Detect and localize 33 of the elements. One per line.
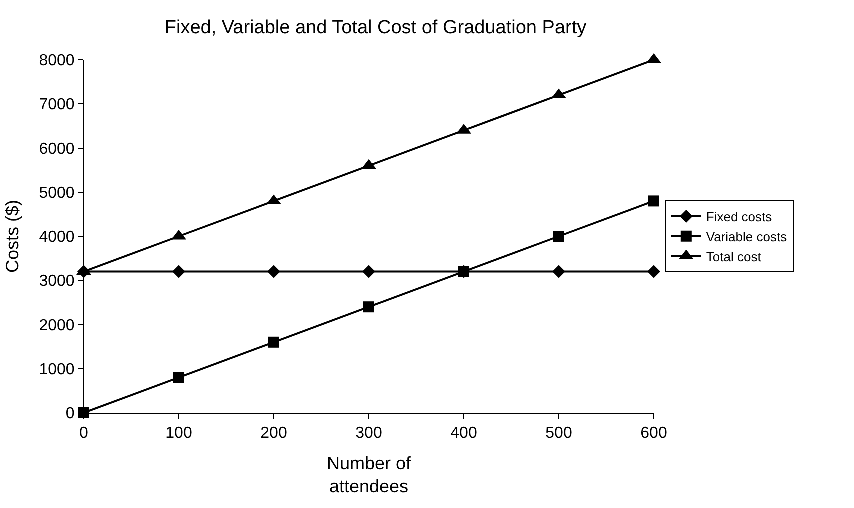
- y-tick-label: 8000: [39, 52, 75, 70]
- y-tick-label: 6000: [39, 140, 75, 158]
- point: [362, 265, 376, 278]
- y-tick-label: 2000: [39, 317, 75, 334]
- y-tick-label: 3000: [39, 273, 75, 290]
- point: [364, 302, 374, 313]
- point: [458, 266, 470, 278]
- point: [172, 265, 186, 278]
- legend-label: Variable costs: [706, 229, 788, 244]
- x-tick-label: 0: [80, 425, 89, 442]
- point: [268, 336, 280, 348]
- y-tick-label: 0: [66, 406, 75, 423]
- x-tick-label: 600: [640, 425, 668, 442]
- y-tick-label: 1000: [39, 361, 75, 378]
- x-axis-title: Number of attendees: [326, 453, 412, 497]
- legend-label: Total cost: [706, 249, 762, 264]
- x-tick-label: 300: [356, 425, 382, 442]
- chart-title: Fixed, Variable and Total Cost of Graduation Party: [164, 18, 588, 39]
- x-tick-label: 400: [450, 425, 478, 442]
- x-tick-label: 200: [260, 425, 288, 442]
- legend-label: Fixed costs: [706, 210, 773, 225]
- point: [648, 196, 660, 207]
- point: [554, 231, 564, 242]
- point: [268, 265, 280, 278]
- y-tick-label: 4000: [39, 229, 75, 246]
- x-tick-label: 100: [166, 425, 192, 442]
- y-tick-label: 7000: [39, 96, 75, 114]
- y-axis-title: Costs ($): [2, 200, 22, 274]
- x-tick-label: 500: [546, 425, 572, 442]
- point: [552, 265, 566, 278]
- point: [648, 265, 660, 278]
- y-tick-label: 5000: [39, 184, 75, 202]
- point: [174, 372, 184, 384]
